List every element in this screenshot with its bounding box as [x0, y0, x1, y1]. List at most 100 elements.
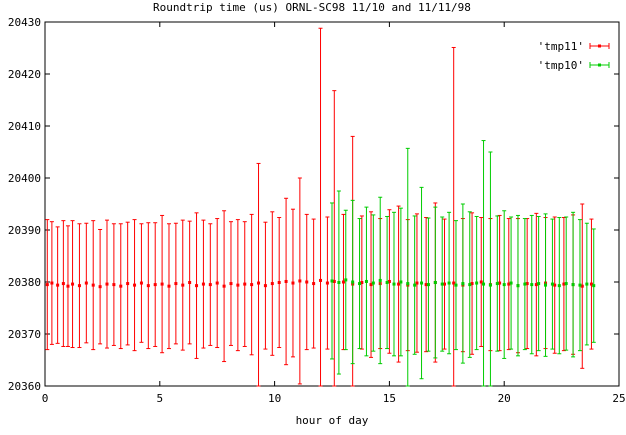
y-tick-label: 20390	[8, 224, 41, 237]
data-point	[578, 283, 582, 287]
data-point	[195, 284, 199, 288]
data-point	[215, 281, 219, 285]
data-point	[564, 282, 568, 286]
data-point	[45, 283, 49, 287]
data-point	[571, 283, 575, 287]
data-point	[392, 282, 396, 286]
data-point	[360, 281, 364, 285]
data-point	[84, 281, 88, 285]
data-point	[126, 282, 130, 286]
data-point	[557, 284, 561, 288]
legend-marker	[598, 63, 601, 67]
data-point	[509, 281, 513, 285]
data-point	[553, 283, 557, 287]
data-point	[562, 282, 566, 286]
data-point	[341, 280, 345, 284]
data-point	[534, 283, 538, 287]
data-point	[397, 282, 401, 286]
chart-title: Roundtrip time (us) ORNL-SC98 11/10 and …	[153, 1, 471, 14]
data-point	[208, 283, 212, 287]
data-point	[406, 282, 410, 286]
x-tick-label: 0	[42, 392, 49, 405]
data-point	[415, 281, 419, 285]
data-point	[387, 279, 391, 283]
data-point	[507, 282, 511, 286]
data-point	[174, 282, 178, 286]
data-point	[61, 282, 65, 286]
legend-marker	[598, 44, 601, 48]
data-point	[495, 282, 499, 286]
legend-label-tmp10: 'tmp10'	[538, 59, 584, 72]
data-point	[461, 282, 465, 286]
data-point	[468, 283, 472, 287]
data-point	[291, 281, 295, 285]
data-point	[284, 279, 288, 283]
data-point	[133, 283, 137, 287]
data-point	[325, 281, 329, 285]
legend: 'tmp11' 'tmp10'	[538, 40, 610, 72]
data-point	[119, 284, 123, 288]
data-point	[71, 282, 75, 286]
data-point	[537, 282, 541, 286]
data-point	[426, 283, 430, 287]
data-point	[475, 281, 479, 285]
y-tick-label: 20370	[8, 328, 41, 341]
data-point	[112, 283, 116, 287]
data-point	[550, 282, 554, 286]
legend-label-tmp11: 'tmp11'	[538, 40, 584, 53]
x-tick-label: 5	[156, 392, 163, 405]
series-layer	[45, 27, 596, 387]
x-axis: 0 5 10 15 20 25	[42, 22, 626, 405]
data-point	[479, 280, 483, 284]
data-point	[332, 279, 336, 283]
data-point	[91, 283, 95, 287]
data-point	[413, 283, 417, 287]
data-point	[139, 281, 143, 285]
data-point	[250, 283, 254, 287]
data-point	[298, 279, 302, 283]
data-point	[50, 281, 54, 285]
data-point	[440, 282, 444, 286]
data-point	[364, 279, 368, 283]
data-point	[358, 282, 362, 286]
data-point	[160, 282, 164, 286]
legend-swatch-tmp11	[589, 43, 610, 49]
data-point	[146, 284, 150, 288]
data-point	[305, 280, 309, 284]
data-point	[277, 281, 281, 285]
y-tick-label: 20420	[8, 68, 41, 81]
data-point	[167, 284, 171, 288]
data-point	[319, 278, 323, 282]
data-point	[433, 281, 437, 285]
data-point	[181, 283, 185, 287]
data-point	[263, 284, 267, 288]
data-point	[523, 282, 527, 286]
data-point	[592, 284, 596, 288]
data-point	[270, 282, 274, 286]
data-point	[589, 282, 593, 286]
y-tick-label: 20400	[8, 172, 41, 185]
data-point	[337, 281, 341, 285]
data-point	[530, 283, 534, 287]
data-point	[482, 282, 486, 286]
x-axis-label: hour of day	[296, 414, 369, 427]
x-tick-label: 20	[498, 392, 511, 405]
data-point	[498, 281, 502, 285]
data-point	[488, 283, 492, 287]
legend-swatch-tmp10	[589, 62, 610, 68]
y-tick-label: 20410	[8, 120, 41, 133]
data-point	[344, 278, 348, 282]
data-point	[257, 281, 261, 285]
data-point	[330, 279, 334, 283]
series-tmp10	[330, 140, 596, 387]
data-point	[229, 282, 233, 286]
data-point	[502, 283, 506, 287]
data-point	[371, 281, 375, 285]
data-point	[424, 283, 428, 287]
data-point	[454, 283, 458, 287]
data-point	[66, 284, 70, 288]
data-point	[544, 283, 548, 287]
data-point	[378, 278, 382, 282]
data-point	[443, 282, 447, 286]
